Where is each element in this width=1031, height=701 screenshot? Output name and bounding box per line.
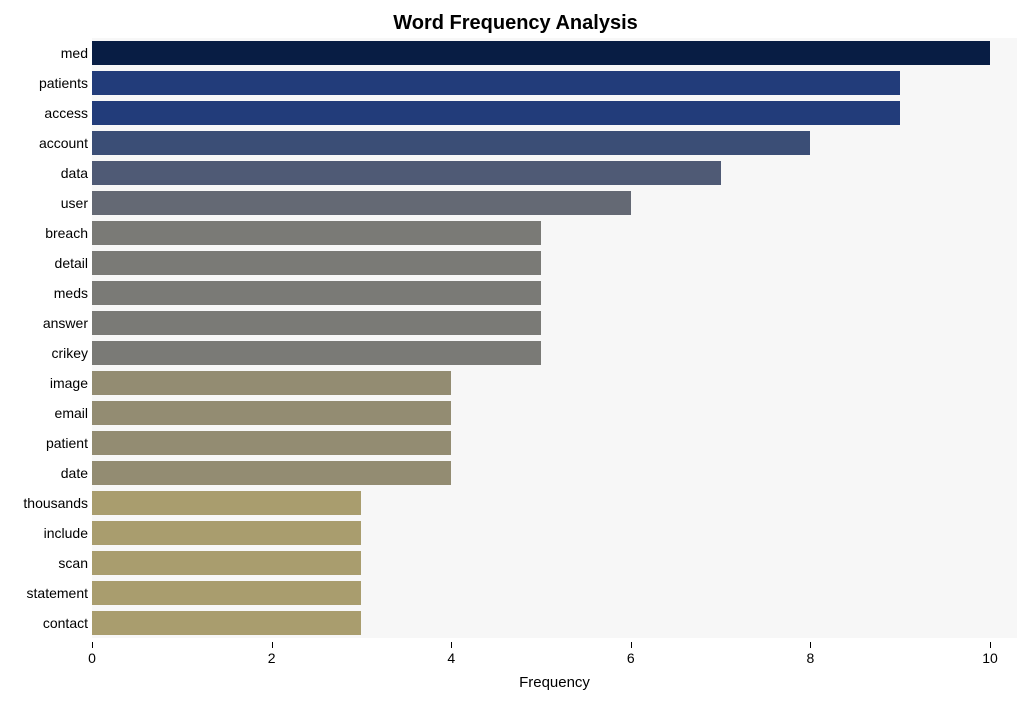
bar: [92, 611, 361, 634]
bar: [92, 341, 541, 364]
x-tick: [631, 642, 632, 648]
bar: [92, 191, 631, 214]
bar: [92, 401, 451, 424]
bar: [92, 101, 900, 124]
bar: [92, 491, 361, 514]
x-tick: [990, 642, 991, 648]
y-tick-label: image: [0, 376, 88, 390]
y-tick-label: answer: [0, 316, 88, 330]
bar: [92, 431, 451, 454]
y-tick-label: meds: [0, 286, 88, 300]
bar: [92, 251, 541, 274]
y-tick-label: user: [0, 196, 88, 210]
x-tick: [272, 642, 273, 648]
y-tick-label: crikey: [0, 346, 88, 360]
y-tick-label: account: [0, 136, 88, 150]
x-axis: Frequency 0246810: [92, 638, 1017, 698]
y-tick-label: email: [0, 406, 88, 420]
bar: [92, 221, 541, 244]
bar: [92, 41, 990, 64]
x-tick-label: 6: [627, 650, 635, 666]
y-tick-label: statement: [0, 586, 88, 600]
y-tick-label: include: [0, 526, 88, 540]
y-tick-label: scan: [0, 556, 88, 570]
bar: [92, 461, 451, 484]
bar: [92, 521, 361, 544]
bar: [92, 131, 810, 154]
bar: [92, 371, 451, 394]
bar: [92, 311, 541, 334]
x-tick: [451, 642, 452, 648]
bar: [92, 281, 541, 304]
y-tick-label: thousands: [0, 496, 88, 510]
x-tick-label: 4: [447, 650, 455, 666]
y-axis-labels: med patients access account data user breach de…: [0, 38, 88, 638]
y-tick-label: patient: [0, 436, 88, 450]
x-tick-label: 10: [982, 650, 998, 666]
y-tick-label: data: [0, 166, 88, 180]
chart-title: Word Frequency Analysis: [0, 12, 1031, 35]
x-tick-label: 8: [807, 650, 815, 666]
y-tick-label: breach: [0, 226, 88, 240]
x-tick: [92, 642, 93, 648]
x-axis-title: Frequency: [92, 674, 1017, 691]
y-tick-label: contact: [0, 616, 88, 630]
x-tick-label: 2: [268, 650, 276, 666]
y-tick-label: date: [0, 466, 88, 480]
x-tick-label: 0: [88, 650, 96, 666]
bar: [92, 581, 361, 604]
chart-container: Word Frequency Analysis med patients acces…: [0, 0, 1031, 701]
bars-region: [92, 38, 1017, 638]
plot-area: [92, 38, 1017, 638]
y-tick-label: access: [0, 106, 88, 120]
y-tick-label: detail: [0, 256, 88, 270]
bar: [92, 161, 721, 184]
x-tick: [810, 642, 811, 648]
y-tick-label: med: [0, 46, 88, 60]
bar: [92, 551, 361, 574]
bar: [92, 71, 900, 94]
y-tick-label: patients: [0, 76, 88, 90]
